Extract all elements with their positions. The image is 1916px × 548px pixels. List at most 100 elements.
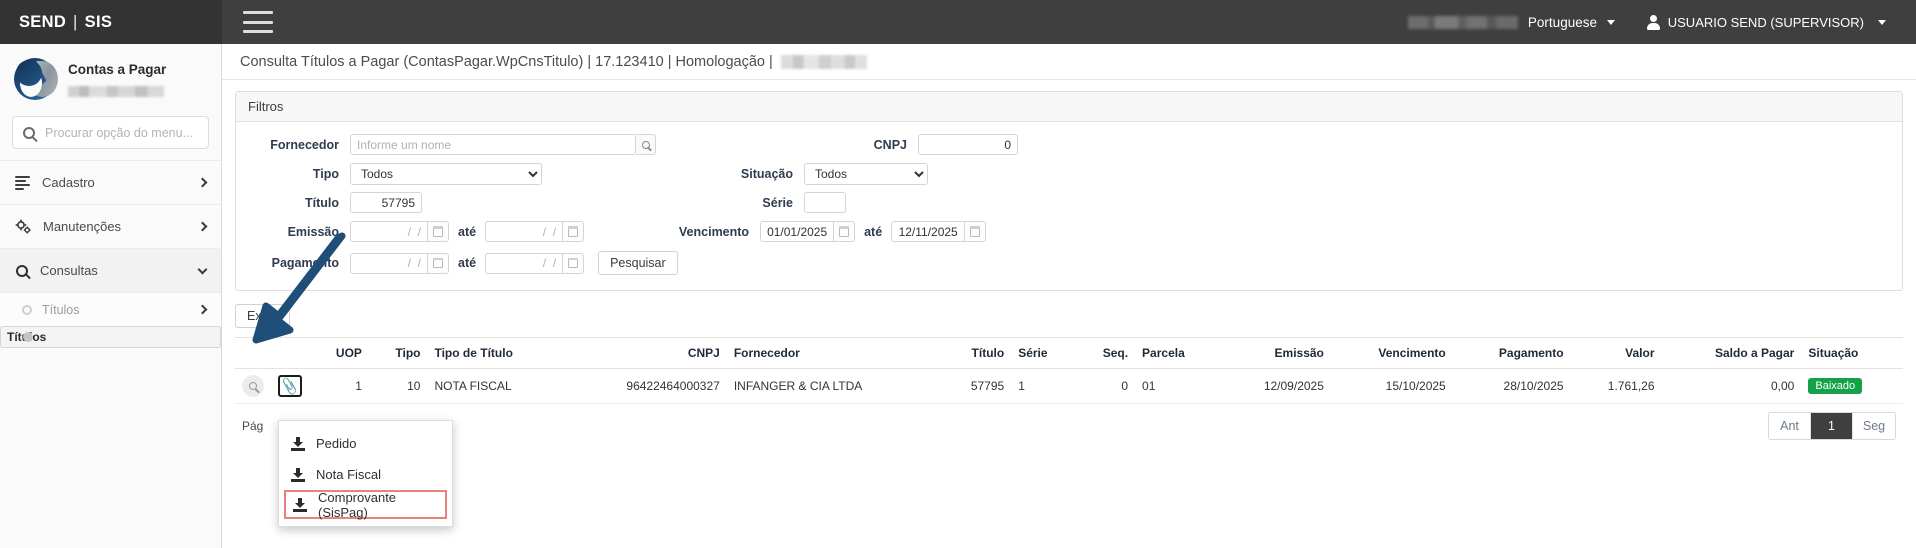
emissao-from-calendar-button[interactable]: [428, 221, 449, 242]
fornecedor-label: Fornecedor: [270, 137, 339, 152]
toolbar-results: Excel: [235, 304, 1903, 328]
vencimento-ate-label: até: [864, 224, 883, 239]
col-header-action-view: [235, 337, 271, 369]
pagamento-ate-label: até: [458, 256, 477, 270]
col-header-tipo[interactable]: Tipo: [368, 337, 428, 369]
context-menu-item-label: Nota Fiscal: [316, 467, 382, 482]
sidebar-item-manutencoes[interactable]: Manutenções: [0, 204, 221, 248]
cell-situacao: Baixado: [1801, 368, 1903, 404]
calendar-icon: [432, 226, 444, 237]
filter-row-1: Fornecedor CNPJ: [236, 130, 1902, 159]
serie-input[interactable]: [804, 192, 846, 213]
cell-pagamento: 28/10/2025: [1452, 368, 1571, 404]
table-row[interactable]: 📎 1 10 NOTA FISCAL 96422464000327 INFANG…: [235, 368, 1903, 404]
calendar-icon: [567, 226, 579, 237]
col-header-serie[interactable]: Série: [1011, 337, 1077, 369]
sidebar-item-cadastro[interactable]: Cadastro: [0, 160, 221, 204]
vencimento-from-calendar-button[interactable]: [834, 221, 856, 242]
col-header-fornecedor[interactable]: Fornecedor: [726, 337, 941, 369]
pagination-page-1[interactable]: 1: [1811, 413, 1853, 439]
calendar-icon: [969, 226, 981, 237]
col-header-parcela[interactable]: Parcela: [1135, 337, 1220, 369]
pagination-next[interactable]: Seg: [1853, 413, 1895, 439]
col-header-valor[interactable]: Valor: [1570, 337, 1662, 369]
vencimento-to-input[interactable]: [891, 221, 966, 242]
download-icon: [293, 497, 307, 512]
pesquisar-button[interactable]: Pesquisar: [598, 251, 678, 275]
pagamento-from-calendar-button[interactable]: [428, 252, 449, 274]
sidebar-subitem-titulos-group[interactable]: Títulos: [0, 292, 221, 326]
cell-serie: 1: [1011, 368, 1077, 404]
col-header-vencimento[interactable]: Vencimento: [1330, 337, 1453, 369]
brand-separator: |: [73, 12, 78, 31]
menu-search-input[interactable]: [43, 124, 198, 141]
calendar-icon: [432, 257, 444, 268]
col-header-action-attach: [271, 337, 309, 369]
sidebar-subitem-label: Títulos: [42, 302, 80, 317]
brand-right: SIS: [84, 12, 113, 31]
language-selector[interactable]: Portuguese: [1528, 15, 1615, 30]
col-header-emissao[interactable]: Emissão: [1219, 337, 1331, 369]
vencimento-from-input[interactable]: [760, 221, 835, 242]
chevron-down-icon: [197, 264, 208, 274]
results-footer: Pág Ant 1 Seg: [235, 404, 1903, 450]
col-header-situacao[interactable]: Situação: [1801, 337, 1903, 369]
col-header-seq[interactable]: Seq.: [1076, 337, 1136, 369]
situacao-select[interactable]: Todos: [804, 162, 928, 185]
col-header-tipo-de-titulo[interactable]: Tipo de Título: [427, 337, 566, 369]
breadcrumb-text: Consulta Títulos a Pagar (ContasPagar.Wp…: [240, 53, 773, 70]
list-icon: [15, 176, 30, 191]
emissao-from-input[interactable]: [350, 221, 428, 242]
hamburger-icon[interactable]: [243, 11, 273, 33]
redacted-company-label: [68, 85, 164, 97]
excel-export-button[interactable]: Excel: [235, 304, 290, 328]
pagamento-to-input[interactable]: [485, 252, 564, 274]
menu-search-box[interactable]: [12, 116, 209, 149]
vencimento-label: Vencimento: [678, 224, 750, 239]
tipo-select[interactable]: Todos: [350, 162, 542, 185]
search-icon: [23, 126, 35, 139]
fornecedor-input[interactable]: [350, 134, 636, 155]
filters-title: Filtros: [248, 99, 284, 114]
module-title: Contas a Pagar: [68, 62, 167, 78]
emissao-to-calendar-button[interactable]: [563, 221, 585, 242]
pagination-prev[interactable]: Ant: [1769, 413, 1811, 439]
row-attachments-button[interactable]: 📎: [278, 375, 302, 397]
download-icon: [291, 467, 305, 482]
pagamento-from-input[interactable]: [350, 252, 428, 274]
context-menu-item-comprovante-sispag[interactable]: Comprovante (SisPag): [284, 490, 447, 520]
user-icon: [1646, 14, 1660, 30]
col-header-saldo-a-pagar[interactable]: Saldo a Pagar: [1661, 337, 1802, 369]
row-detail-button[interactable]: [242, 375, 264, 397]
titulo-input[interactable]: [350, 192, 422, 213]
filter-row-3: Título Série: [236, 188, 1902, 217]
cnpj-input[interactable]: [918, 134, 1018, 155]
sidebar-item-consultas[interactable]: Consultas: [0, 248, 221, 292]
pagamento-to-calendar-button[interactable]: [563, 252, 585, 274]
redacted-breadcrumb-suffix: [780, 54, 867, 69]
results-table-wrap: UOP Tipo Tipo de Título CNPJ Fornecedor …: [235, 337, 1903, 404]
main-content: Consulta Títulos a Pagar (ContasPagar.Wp…: [222, 44, 1916, 548]
chevron-down-icon: [1606, 20, 1615, 26]
cell-titulo: 57795: [940, 368, 1012, 404]
col-header-pagamento[interactable]: Pagamento: [1452, 337, 1571, 369]
context-menu-item-pedido[interactable]: Pedido: [279, 428, 452, 459]
user-menu[interactable]: USUARIO SEND (SUPERVISOR): [1646, 14, 1886, 30]
vencimento-to-calendar-button[interactable]: [965, 221, 987, 242]
sidebar-search-wrap: [0, 113, 221, 160]
tipo-label: Tipo: [312, 166, 339, 181]
gears-icon: [15, 219, 31, 234]
page-label: Pág: [242, 419, 264, 433]
table-header-row: UOP Tipo Tipo de Título CNPJ Fornecedor …: [235, 337, 1903, 369]
context-menu-item-nota-fiscal[interactable]: Nota Fiscal: [279, 459, 452, 490]
col-header-titulo[interactable]: Título: [940, 337, 1012, 369]
redacted-environment-label: [1407, 15, 1518, 29]
cell-cnpj: 96422464000327: [565, 368, 727, 404]
col-header-uop[interactable]: UOP: [309, 337, 369, 369]
col-header-cnpj[interactable]: CNPJ: [565, 337, 727, 369]
fornecedor-search-button[interactable]: [636, 134, 656, 155]
emissao-ate-label: até: [458, 224, 477, 239]
sidebar-subitem-titulos[interactable]: Títulos: [0, 326, 221, 348]
emissao-to-input[interactable]: [485, 221, 564, 242]
sidebar-item-label: Consultas: [40, 263, 98, 278]
